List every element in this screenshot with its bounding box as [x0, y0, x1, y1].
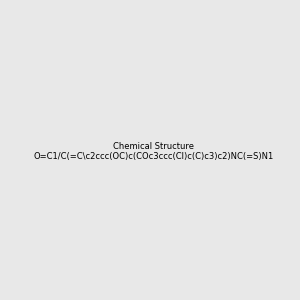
Text: Chemical Structure
O=C1/C(=C\c2ccc(OC)c(COc3ccc(Cl)c(C)c3)c2)NC(=S)N1: Chemical Structure O=C1/C(=C\c2ccc(OC)c(…	[34, 142, 274, 161]
